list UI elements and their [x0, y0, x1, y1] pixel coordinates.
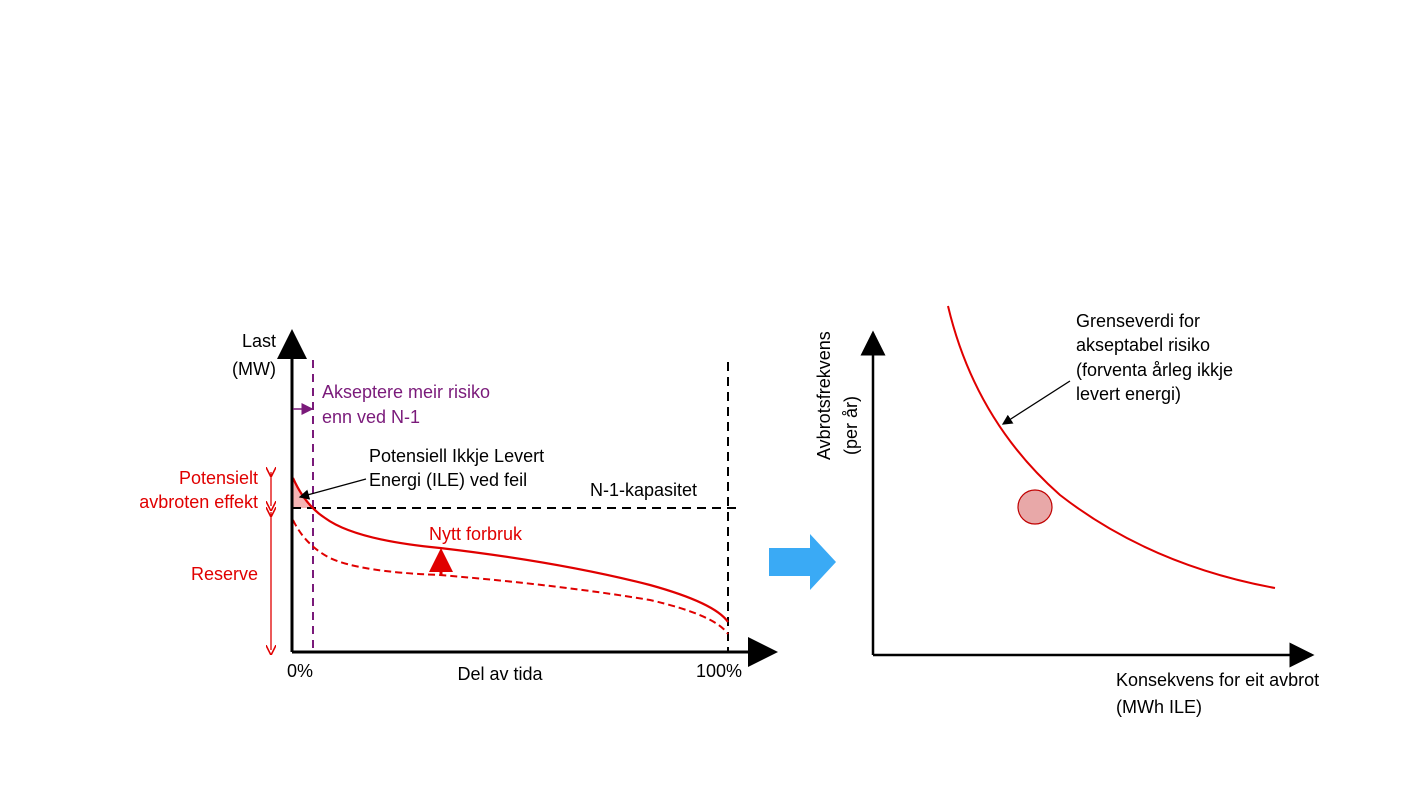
y-axis-label-1: Avbrotsfrekvens: [814, 331, 834, 460]
load-duration-chart: Last (MW) Akseptere meir risiko enn ved …: [139, 329, 778, 684]
x-axis-label: Del av tida: [457, 664, 543, 684]
limit-note-4: levert energi): [1076, 384, 1181, 404]
ile-note-1: Potensiell Ikkje Levert: [369, 446, 544, 466]
ile-shaded-area: [293, 478, 313, 508]
risk-chart: Avbrotsfrekvens (per år) Grenseverdi for…: [814, 305, 1319, 717]
interrupted-power-label-2: avbroten effekt: [139, 492, 258, 512]
limit-note-3: (forventa årleg ikkje: [1076, 360, 1233, 380]
x-axis-label-1: Konsekvens for eit avbrot: [1116, 670, 1319, 690]
risk-point: [1017, 489, 1053, 525]
x-axis-label-2: (MWh ILE): [1116, 697, 1202, 717]
new-load-curve: [291, 477, 729, 623]
y-axis-label-2: (MW): [232, 359, 276, 379]
transition-arrow-icon: [769, 534, 836, 590]
risk-note-2: enn ved N-1: [322, 407, 420, 427]
y-axis-label-2: (per år): [841, 396, 861, 455]
y-axis-label-1: Last: [242, 331, 276, 351]
interrupted-power-label-1: Potensielt: [179, 468, 258, 488]
ile-pointer-arrow: [298, 478, 367, 500]
limit-pointer-arrow: [1001, 380, 1071, 425]
limit-note-2: akseptabel risiko: [1076, 335, 1210, 355]
limit-note-1: Grenseverdi for: [1076, 311, 1200, 331]
capacity-label: N-1-kapasitet: [590, 480, 697, 500]
reserve-label: Reserve: [191, 564, 258, 584]
x-tick-end: 100%: [696, 661, 742, 681]
ile-note-2: Energi (ILE) ved feil: [369, 470, 527, 490]
x-tick-start: 0%: [287, 661, 313, 681]
new-consumption-label: Nytt forbruk: [429, 524, 523, 544]
risk-note-1: Akseptere meir risiko: [322, 382, 490, 402]
risk-limit-curve: [947, 305, 1276, 589]
